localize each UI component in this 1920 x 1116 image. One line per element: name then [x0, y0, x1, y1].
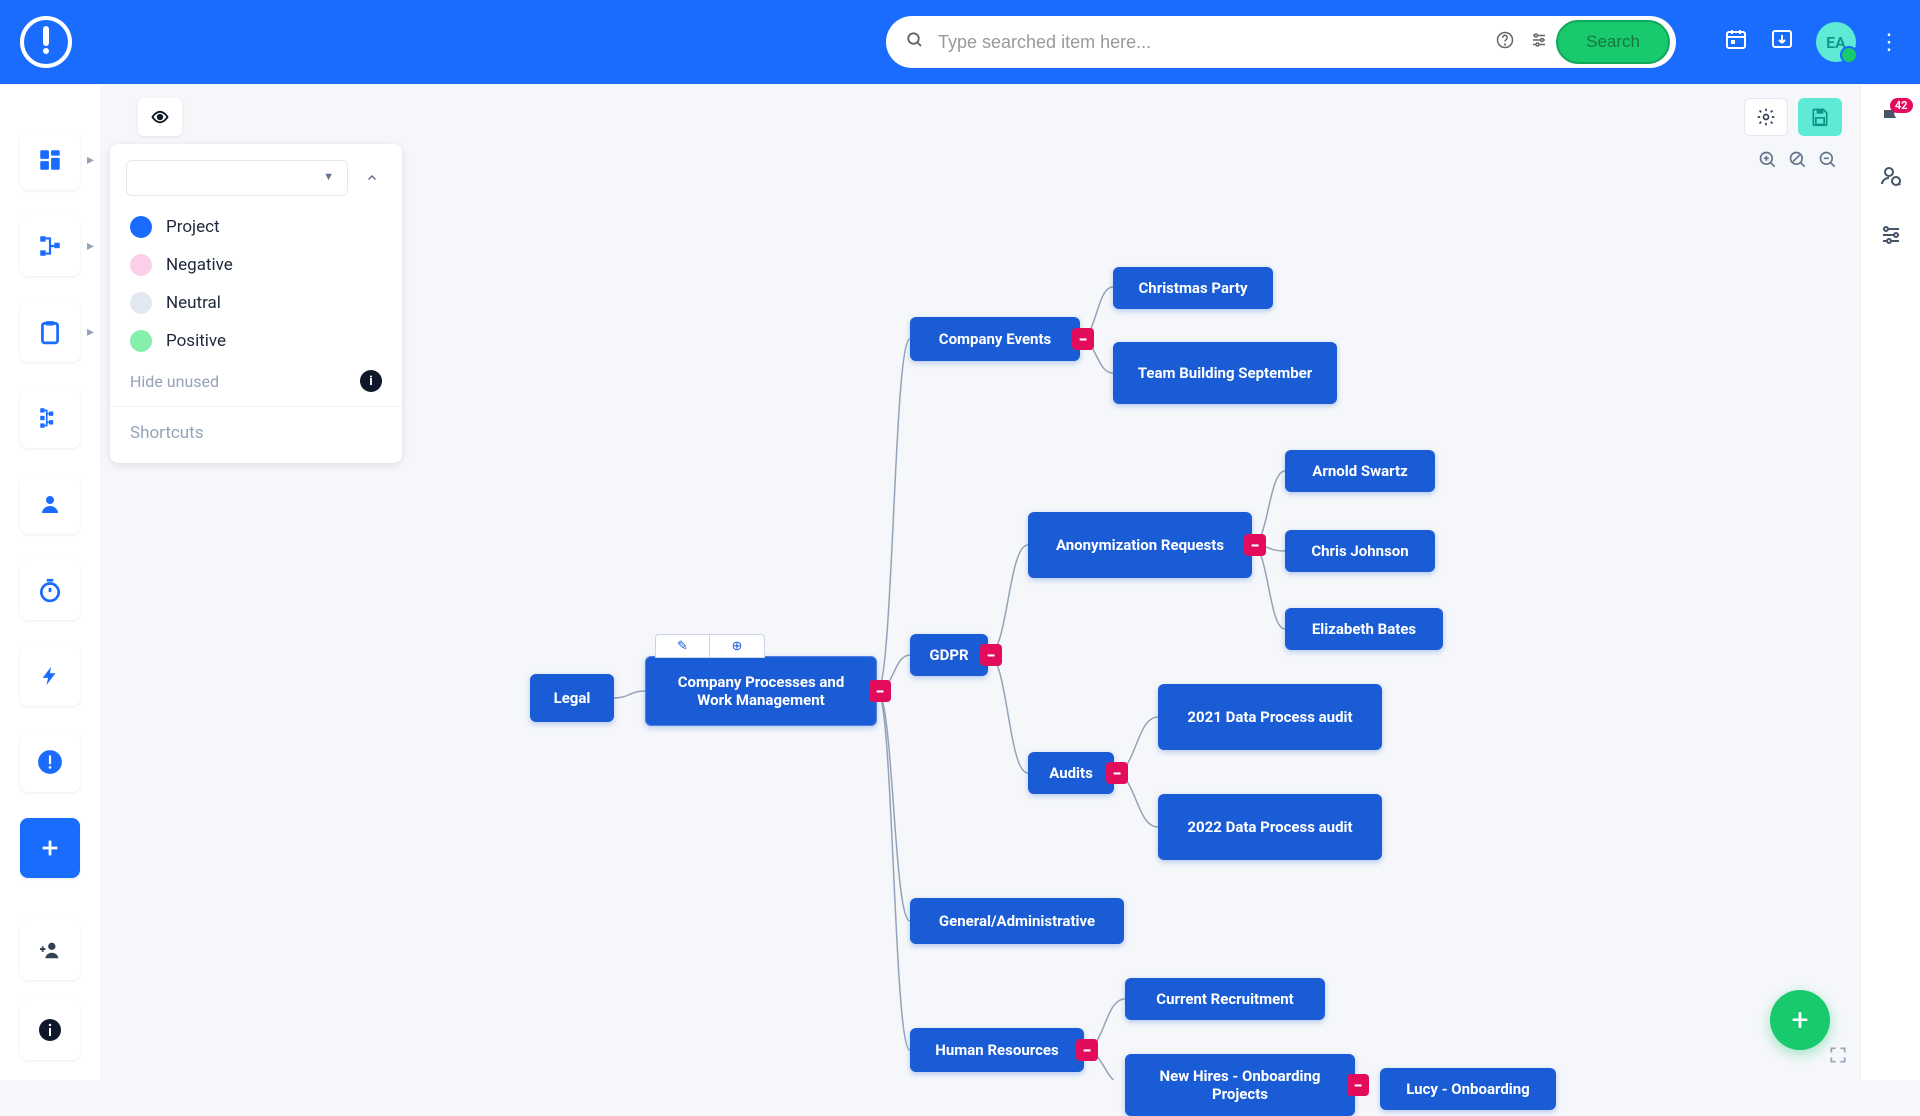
- nav-bolt[interactable]: [20, 646, 80, 706]
- mindmap-nodes: Legal Company Processes and Work Manageme…: [100, 84, 1860, 1080]
- collapse-icon[interactable]: −: [1076, 1039, 1098, 1061]
- collapse-icon[interactable]: −: [1244, 534, 1266, 556]
- nav-add[interactable]: [20, 818, 80, 878]
- nav-add-user[interactable]: [20, 920, 80, 980]
- left-sidebar: [0, 84, 100, 1080]
- node-xmas[interactable]: Christmas Party: [1113, 267, 1273, 309]
- node-anon[interactable]: Anonymization Requests: [1028, 512, 1252, 578]
- node-audits[interactable]: Audits: [1028, 752, 1114, 794]
- app-logo[interactable]: [20, 16, 72, 68]
- node-a2022[interactable]: 2022 Data Process audit: [1158, 794, 1382, 860]
- node-legal[interactable]: Legal: [530, 674, 614, 722]
- collapse-icon[interactable]: −: [1072, 328, 1094, 350]
- search-icon: [906, 31, 924, 53]
- node-hr[interactable]: Human Resources: [910, 1028, 1084, 1072]
- flag-icon[interactable]: 42: [1879, 106, 1903, 134]
- flag-badge: 42: [1890, 98, 1913, 113]
- collapse-icon[interactable]: −: [1347, 1074, 1369, 1096]
- more-menu-icon[interactable]: ⋮: [1878, 30, 1900, 55]
- nav-dashboard[interactable]: [20, 130, 80, 190]
- node-lucy[interactable]: Lucy - Onboarding: [1380, 1068, 1556, 1110]
- node-a2021[interactable]: 2021 Data Process audit: [1158, 684, 1382, 750]
- node-events[interactable]: Company Events: [910, 317, 1080, 361]
- nav-user[interactable]: [20, 474, 80, 534]
- export-icon[interactable]: [1770, 27, 1794, 57]
- help-icon[interactable]: [1496, 31, 1514, 53]
- node-newhire[interactable]: New Hires - Onboarding Projects: [1125, 1054, 1355, 1116]
- fullscreen-icon[interactable]: [1828, 1045, 1848, 1070]
- node-eliz[interactable]: Elizabeth Bates: [1285, 608, 1443, 650]
- user-avatar[interactable]: EA: [1816, 22, 1856, 62]
- right-sidebar: 42: [1860, 84, 1920, 1080]
- nav-timer[interactable]: [20, 560, 80, 620]
- nav-clipboard[interactable]: [20, 302, 80, 362]
- settings-list-icon[interactable]: [1879, 222, 1903, 250]
- search-button[interactable]: Search: [1556, 20, 1670, 64]
- collapse-icon[interactable]: −: [869, 680, 891, 702]
- header-actions: EA ⋮: [1724, 22, 1900, 62]
- filter-icon[interactable]: [1530, 31, 1548, 53]
- nav-hierarchy[interactable]: [20, 388, 80, 448]
- calendar-icon[interactable]: [1724, 27, 1748, 57]
- node-chris[interactable]: Chris Johnson: [1285, 530, 1435, 572]
- mindmap-canvas[interactable]: ▼ ProjectNegativeNeutralPositive Hide un…: [100, 84, 1860, 1080]
- node-gdpr[interactable]: GDPR: [910, 634, 988, 676]
- add-fab[interactable]: +: [1770, 990, 1830, 1050]
- search-input[interactable]: [938, 32, 1488, 53]
- node-team[interactable]: Team Building September: [1113, 342, 1337, 404]
- nav-tree[interactable]: [20, 216, 80, 276]
- app-header: Search EA ⋮: [0, 0, 1920, 84]
- search-bar: Search: [886, 16, 1676, 68]
- add-child-icon[interactable]: ⊕: [710, 635, 764, 657]
- node-general[interactable]: General/Administrative: [910, 898, 1124, 944]
- root-node-tools: ✎⊕: [655, 634, 765, 658]
- node-root[interactable]: Company Processes and Work Management: [645, 656, 877, 726]
- collapse-icon[interactable]: −: [1106, 762, 1128, 784]
- node-arnold[interactable]: Arnold Swartz: [1285, 450, 1435, 492]
- find-user-icon[interactable]: [1879, 164, 1903, 192]
- node-recruit[interactable]: Current Recruitment: [1125, 978, 1325, 1020]
- edit-icon[interactable]: ✎: [656, 635, 710, 657]
- collapse-icon[interactable]: −: [980, 644, 1002, 666]
- nav-alert[interactable]: [20, 732, 80, 792]
- nav-info[interactable]: [20, 1000, 80, 1060]
- nav-bottom-group: [20, 920, 80, 1060]
